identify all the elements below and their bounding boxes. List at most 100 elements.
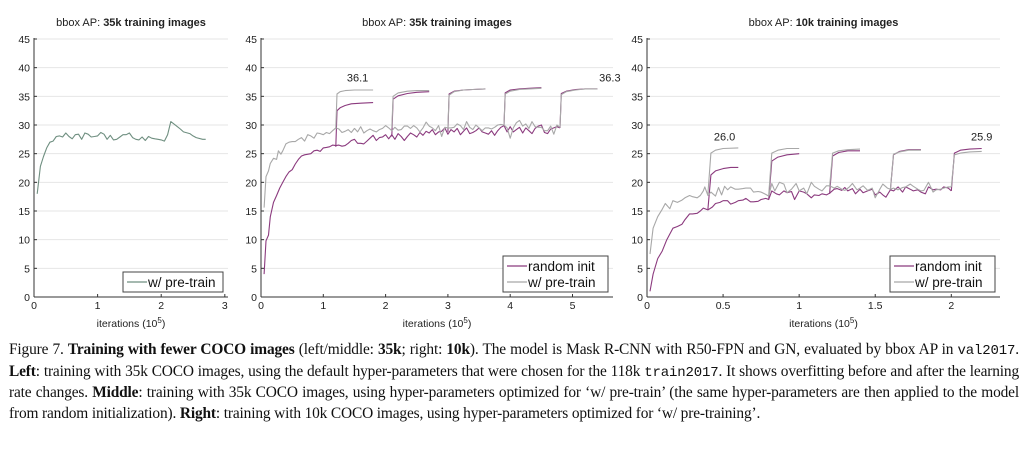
x-tick-label: 0 xyxy=(31,300,37,312)
series-line-random-init xyxy=(707,166,739,210)
caption-text: . It shows overfitting before and after … xyxy=(9,362,1019,402)
x-tick-label: 0.5 xyxy=(716,300,731,312)
x-tick-label: 3 xyxy=(222,300,228,312)
y-tick-label: 30 xyxy=(18,120,30,132)
y-tick-label: 45 xyxy=(631,34,643,46)
caption-bold-text: Left xyxy=(9,362,36,380)
series-line-w-pre-train xyxy=(36,121,206,194)
series-line-w-pre-train xyxy=(391,90,430,128)
y-tick-label: 0 xyxy=(24,292,30,304)
chart-title-prefix: bbox AP: xyxy=(56,17,103,29)
y-tick-label: 10 xyxy=(245,235,257,247)
x-tick-label: 2 xyxy=(383,300,389,312)
chart-title-bold: 35k training images xyxy=(103,17,206,29)
x-tick-label: 1 xyxy=(320,300,326,312)
y-tick-label: 25 xyxy=(245,149,257,161)
series-line-w-pre-train xyxy=(950,150,982,187)
caption-text: (left/middle: xyxy=(294,341,378,358)
x-tick-label: 0 xyxy=(644,300,650,312)
series-line-random-init xyxy=(559,88,598,128)
x-tick-label: 0 xyxy=(258,300,264,312)
y-tick-label: 30 xyxy=(245,120,257,132)
legend-box xyxy=(502,255,609,293)
y-tick-label: 30 xyxy=(631,120,643,132)
y-tick-label: 15 xyxy=(631,206,643,218)
x-tick-label: 2 xyxy=(948,300,954,312)
chart-title-prefix: bbox AP: xyxy=(749,17,796,29)
series-line-random-init xyxy=(889,149,921,190)
caption-text: . xyxy=(1015,341,1019,358)
y-tick-label: 15 xyxy=(245,206,257,218)
y-tick-label: 15 xyxy=(18,206,30,218)
x-tick-label: 1 xyxy=(796,300,802,312)
x-tick-label: 1 xyxy=(95,300,101,312)
legend-box xyxy=(889,255,996,293)
caption-bold-text: Training with fewer COCO images xyxy=(67,341,295,358)
caption-bold-text: Right xyxy=(179,404,216,422)
legend-label: w/ pre-train xyxy=(527,275,596,290)
y-tick-label: 20 xyxy=(245,177,257,189)
y-tick-label: 5 xyxy=(637,263,643,275)
y-tick-label: 10 xyxy=(18,235,30,247)
caption-code-text: train2017 xyxy=(644,364,719,381)
caption-text: Figure 7. xyxy=(9,341,68,358)
caption-text: : training with 10k COCO images, using h… xyxy=(215,404,761,422)
series-line-w-pre-train xyxy=(263,119,561,208)
series-line-random-init xyxy=(649,186,952,292)
caption-text: : training with 35k COCO images, using h… xyxy=(9,384,1019,422)
annotation-label: 36.1 xyxy=(347,72,368,84)
series-line-random-init xyxy=(768,153,800,200)
caption-text: ). The model is Mask R-CNN with R50-FPN … xyxy=(469,341,958,358)
series-line-random-init xyxy=(335,102,374,147)
y-tick-label: 20 xyxy=(18,177,30,189)
annotation-label: 36.3 xyxy=(599,72,620,84)
series-line-w-pre-train xyxy=(447,88,486,128)
series-line-w-pre-train xyxy=(335,89,374,128)
legend-label: random init xyxy=(915,259,982,274)
y-tick-label: 45 xyxy=(18,34,30,46)
caption-code-text: val2017 xyxy=(957,343,1016,359)
x-tick-label: 2 xyxy=(158,300,164,312)
series-line-random-init xyxy=(503,87,542,127)
series-line-w-pre-train xyxy=(707,147,739,194)
chart-title: bbox AP: 10k training images xyxy=(749,17,899,29)
y-tick-label: 40 xyxy=(245,63,257,75)
x-axis-label: iterations (105) xyxy=(403,316,472,330)
x-axis-label: iterations (105) xyxy=(789,316,858,330)
chart-title-bold: 10k training images xyxy=(796,17,899,29)
caption-bold-text: Middle xyxy=(92,384,139,402)
legend: w/ pre-train xyxy=(122,271,224,293)
series-line-random-init xyxy=(263,124,561,275)
series-line-w-pre-train xyxy=(559,88,598,128)
y-tick-label: 25 xyxy=(631,149,643,161)
legend-box xyxy=(122,271,224,293)
y-tick-label: 0 xyxy=(251,292,257,304)
annotation-label: 26.0 xyxy=(714,131,735,143)
y-tick-label: 35 xyxy=(631,91,643,103)
y-tick-label: 0 xyxy=(637,292,643,304)
x-tick-label: 3 xyxy=(445,300,451,312)
series-line-w-pre-train xyxy=(829,148,861,187)
chart-title-bold: 35k training images xyxy=(409,17,512,29)
y-tick-label: 5 xyxy=(251,263,257,275)
chart-left: 0 5 10 15 20 25 30 35 40 45 0 1 2 3 iterations (105) bb… xyxy=(18,17,228,330)
caption-bold-text: 35k xyxy=(377,341,402,358)
x-tick-label: 1.5 xyxy=(868,300,883,312)
caption-bold-text: 10k xyxy=(446,341,470,358)
y-tick-label: 5 xyxy=(24,263,30,275)
series-line-w-pre-train xyxy=(889,149,921,190)
legend-label: random init xyxy=(528,259,595,274)
caption-text: ; right: xyxy=(401,341,447,358)
y-tick-label: 40 xyxy=(631,63,643,75)
annotation-label: 25.9 xyxy=(971,131,992,143)
series-line-w-pre-train xyxy=(503,87,542,126)
y-tick-label: 35 xyxy=(245,91,257,103)
caption-text: : training with 35k COCO images, using t… xyxy=(35,362,645,380)
x-tick-label: 5 xyxy=(570,300,576,312)
y-tick-label: 10 xyxy=(631,235,643,247)
y-tick-label: 35 xyxy=(18,91,30,103)
series-line-w-pre-train xyxy=(768,147,800,195)
